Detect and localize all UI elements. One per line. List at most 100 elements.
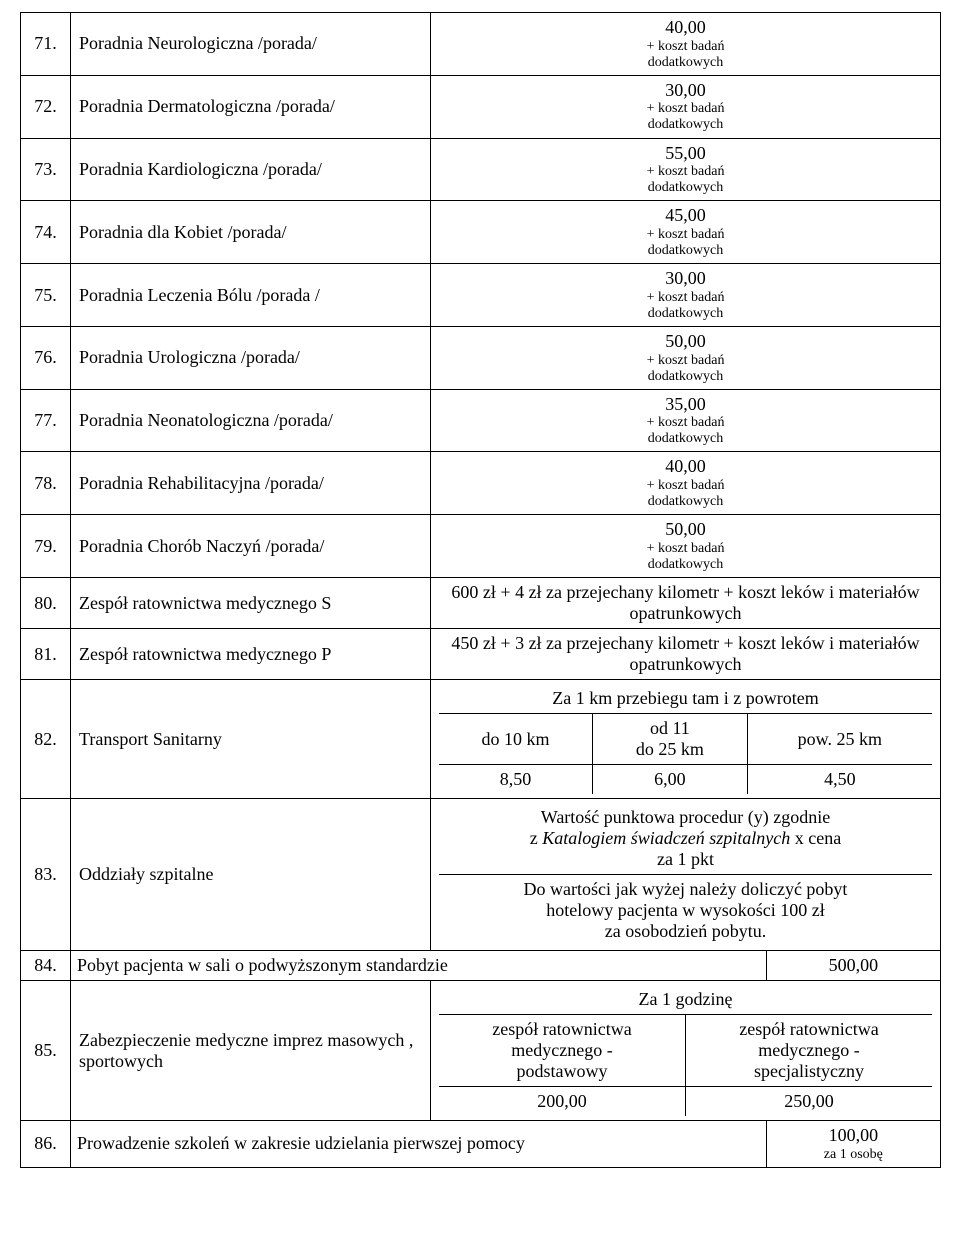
price-note: + koszt badań: [439, 227, 932, 243]
transport-inner-table: Za 1 km przebiegu tam i z powrotem do 10…: [439, 684, 932, 794]
price-note: dodatkowych: [439, 55, 932, 71]
row-price: 40,00+ koszt badańdodatkowych: [431, 452, 941, 515]
row-price: 45,00+ koszt badańdodatkowych: [431, 201, 941, 264]
wards-text: x cena: [790, 828, 841, 848]
wards-line: za 1 pkt: [445, 849, 926, 870]
transport-col-line: do 25 km: [599, 739, 741, 760]
transport-val: 4,50: [747, 765, 932, 795]
price-note: dodatkowych: [439, 243, 932, 259]
price-note: dodatkowych: [439, 117, 932, 133]
row-name: Poradnia Rehabilitacyjna /porada/: [71, 452, 431, 515]
price-note: + koszt badań: [439, 39, 932, 55]
row84-inner: Pobyt pacjenta w sali o podwyższonym sta…: [71, 951, 940, 980]
row-price: 30,00+ koszt badańdodatkowych: [431, 75, 941, 138]
row-name: Poradnia Leczenia Bólu /porada /: [71, 264, 431, 327]
row-number: 71.: [21, 13, 71, 76]
row84-wrap: Pobyt pacjenta w sali o podwyższonym sta…: [71, 951, 941, 981]
wards-line: za osobodzień pobytu.: [445, 921, 926, 942]
row-name: Zabezpieczenie medyczne imprez masowych …: [71, 981, 431, 1121]
wards-text: z: [530, 828, 543, 848]
wards-block2: Do wartości jak wyżej należy doliczyć po…: [439, 875, 932, 947]
row-number: 79.: [21, 515, 71, 578]
events-header: Za 1 godzinę: [439, 985, 932, 1015]
row-name: Poradnia Dermatologiczna /porada/: [71, 75, 431, 138]
wards-price-cell: Wartość punktowa procedur (y) zgodnie z …: [431, 799, 941, 951]
row-price: 40,00+ koszt badańdodatkowych: [431, 13, 941, 76]
row-name: Poradnia Neonatologiczna /porada/: [71, 389, 431, 452]
row86-wrap: Prowadzenie szkoleń w zakresie udzielani…: [71, 1121, 941, 1168]
wards-line: hotelowy pacjenta w wysokości 100 zł: [445, 900, 926, 921]
transport-price-cell: Za 1 km przebiegu tam i z powrotem do 10…: [431, 680, 941, 799]
price-value: 40,00: [439, 456, 932, 478]
price-note: dodatkowych: [439, 369, 932, 385]
row-number: 78.: [21, 452, 71, 515]
wards-line: Wartość punktowa procedur (y) zgodnie: [445, 807, 926, 828]
price-note: + koszt badań: [439, 101, 932, 117]
row-price: 500,00: [766, 951, 940, 980]
table-row: 78.Poradnia Rehabilitacyjna /porada/40,0…: [21, 452, 941, 515]
row-name: Poradnia Neurologiczna /porada/: [71, 13, 431, 76]
events-col: zespół ratownictwa medycznego - specjali…: [686, 1015, 933, 1087]
price-note: dodatkowych: [439, 557, 932, 573]
row-price-note: za 1 osobę: [773, 1147, 934, 1163]
events-text: zespół ratownictwa: [445, 1019, 679, 1040]
row-price: 50,00+ koszt badańdodatkowych: [431, 326, 941, 389]
table-row-wards: 83. Oddziały szpitalne Wartość punktowa …: [21, 799, 941, 951]
row-name: Poradnia Chorób Naczyń /porada/: [71, 515, 431, 578]
row-name: Poradnia dla Kobiet /porada/: [71, 201, 431, 264]
row-name: Zespół ratownictwa medycznego P: [71, 629, 431, 680]
price-note: + koszt badań: [439, 478, 932, 494]
price-note: + koszt badań: [439, 415, 932, 431]
row-desc: 450 zł + 3 zł za przejechany kilometr + …: [431, 629, 941, 680]
transport-col-text: od 11do 25 km: [599, 718, 741, 760]
row-name: Pobyt pacjenta w sali o podwyższonym sta…: [71, 951, 766, 980]
transport-col: pow. 25 km: [747, 714, 932, 765]
price-note: dodatkowych: [439, 494, 932, 510]
events-inner-table: Za 1 godzinę zespół ratownictwa medyczne…: [439, 985, 932, 1116]
row-number: 75.: [21, 264, 71, 327]
price-note: + koszt badań: [439, 290, 932, 306]
table-row-transport: 82. Transport Sanitarny Za 1 km przebieg…: [21, 680, 941, 799]
row-name: Zespół ratownictwa medycznego S: [71, 578, 431, 629]
transport-header: Za 1 km przebiegu tam i z powrotem: [439, 684, 932, 714]
table-row: 86. Prowadzenie szkoleń w zakresie udzie…: [21, 1121, 941, 1168]
row-desc: 600 zł + 4 zł za przejechany kilometr + …: [431, 578, 941, 629]
price-note: dodatkowych: [439, 306, 932, 322]
events-text: podstawowy: [445, 1061, 679, 1082]
row-price-val: 100,00: [773, 1125, 934, 1147]
table-row: 75.Poradnia Leczenia Bólu /porada /30,00…: [21, 264, 941, 327]
events-text: medycznego -: [692, 1040, 926, 1061]
row86-inner: Prowadzenie szkoleń w zakresie udzielani…: [71, 1121, 940, 1167]
wards-line: z Katalogiem świadczeń szpitalnych x cen…: [445, 828, 926, 849]
events-col: zespół ratownictwa medycznego - podstawo…: [439, 1015, 686, 1087]
row-price: 55,00+ koszt badańdodatkowych: [431, 138, 941, 201]
row-name: Prowadzenie szkoleń w zakresie udzielani…: [71, 1121, 766, 1167]
row-name: Oddziały szpitalne: [71, 799, 431, 951]
table-row: 74.Poradnia dla Kobiet /porada/45,00+ ko…: [21, 201, 941, 264]
table-row: 79.Poradnia Chorób Naczyń /porada/50,00+…: [21, 515, 941, 578]
row-number: 80.: [21, 578, 71, 629]
transport-col: od 11do 25 km: [593, 714, 748, 765]
row-name: Transport Sanitarny: [71, 680, 431, 799]
price-table: 71.Poradnia Neurologiczna /porada/40,00+…: [20, 12, 941, 1168]
events-val: 200,00: [439, 1087, 686, 1117]
row-number: 85.: [21, 981, 71, 1121]
events-text: medycznego -: [445, 1040, 679, 1061]
price-value: 50,00: [439, 331, 932, 353]
wards-line: Do wartości jak wyżej należy doliczyć po…: [445, 879, 926, 900]
price-note: dodatkowych: [439, 180, 932, 196]
wards-italic: Katalogiem świadczeń szpitalnych: [542, 828, 790, 848]
row-number: 86.: [21, 1121, 71, 1168]
wards-inner-table: Wartość punktowa procedur (y) zgodnie z …: [439, 803, 932, 946]
row-name: Poradnia Kardiologiczna /porada/: [71, 138, 431, 201]
price-note: dodatkowych: [439, 431, 932, 447]
row-number: 74.: [21, 201, 71, 264]
events-text: specjalistyczny: [692, 1061, 926, 1082]
page: 71.Poradnia Neurologiczna /porada/40,00+…: [0, 0, 960, 1180]
table-row: 81. Zespół ratownictwa medycznego P 450 …: [21, 629, 941, 680]
table-row: 80. Zespół ratownictwa medycznego S 600 …: [21, 578, 941, 629]
price-note: + koszt badań: [439, 164, 932, 180]
price-value: 40,00: [439, 17, 932, 39]
row-price: 50,00+ koszt badańdodatkowych: [431, 515, 941, 578]
transport-val: 6,00: [593, 765, 748, 795]
